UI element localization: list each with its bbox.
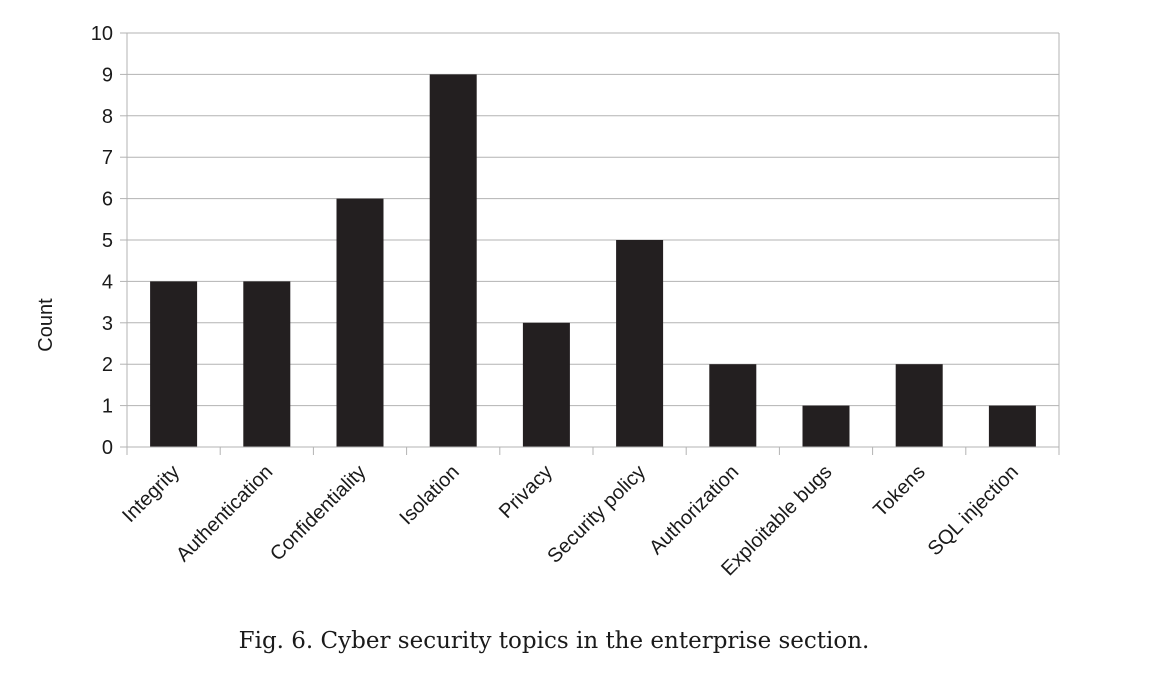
y-tick-label: 9 — [102, 64, 113, 86]
bar — [988, 405, 1036, 447]
y-tick-labels: 0 1 2 3 4 5 6 7 8 9 10 — [91, 23, 113, 459]
bar — [336, 198, 384, 447]
x-category-label: Integrity — [118, 461, 184, 527]
x-category-label: SQL injection — [924, 461, 1023, 560]
y-tick-label: 4 — [102, 271, 113, 293]
y-tick-label: 6 — [102, 189, 113, 211]
y-tick-label: 1 — [102, 396, 113, 418]
bar — [522, 322, 570, 447]
x-category-label: Isolation — [395, 461, 463, 529]
bar — [429, 74, 477, 448]
bar-chart: 0 1 2 3 4 5 6 7 8 9 10 IntegrityAuthenticationConf… — [35, 23, 1060, 580]
bar — [243, 281, 291, 447]
bars — [150, 74, 1036, 448]
x-category-label: Security policy — [543, 461, 650, 568]
x-category-label: Privacy — [495, 461, 557, 523]
x-category-label: Authorization — [645, 461, 743, 559]
y-tick-label: 10 — [91, 23, 113, 45]
y-tick-label: 0 — [102, 437, 113, 459]
x-category-label: Tokens — [869, 461, 929, 521]
bar — [895, 364, 943, 447]
y-axis-title: Count — [35, 298, 57, 352]
y-tick-label: 2 — [102, 354, 113, 376]
y-tick-label: 3 — [102, 313, 113, 335]
bar — [150, 281, 198, 447]
figure-caption: Fig. 6. Cyber security topics in the ent… — [238, 628, 870, 654]
bar — [616, 240, 664, 447]
bar — [802, 405, 850, 447]
y-tick-label: 7 — [102, 147, 113, 169]
x-category-label: Authentication — [172, 461, 277, 566]
bar — [709, 364, 757, 447]
y-tick-label: 5 — [102, 230, 113, 252]
axes — [120, 32, 1060, 455]
y-tick-label: 8 — [102, 106, 113, 128]
x-category-label: Confidentiality — [266, 461, 370, 565]
